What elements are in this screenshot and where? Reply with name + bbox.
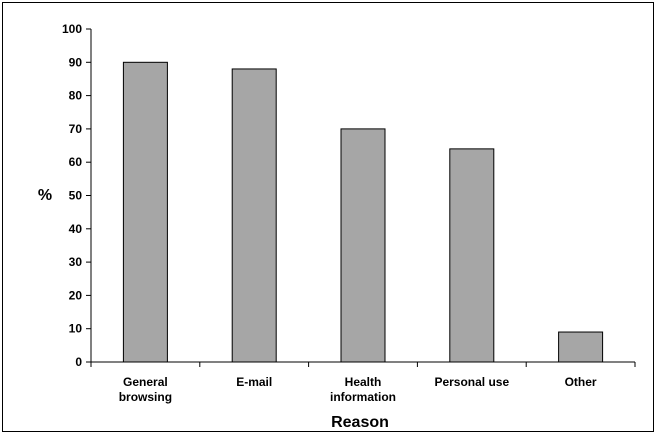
y-tick-label: 0 <box>75 355 82 369</box>
bar <box>558 331 604 363</box>
y-tick-label: 10 <box>69 322 83 336</box>
bars <box>122 61 604 363</box>
y-tick-label: 50 <box>69 189 83 203</box>
y-tick-label: 60 <box>69 155 83 169</box>
bar <box>231 68 277 363</box>
bar <box>122 61 168 363</box>
y-tick-label: 100 <box>62 22 82 36</box>
y-tick-label: 40 <box>69 222 83 236</box>
y-tick-label: 90 <box>69 55 83 69</box>
y-tick-label: 70 <box>69 122 83 136</box>
bar <box>340 128 386 363</box>
y-tick-label: 20 <box>69 288 83 302</box>
x-tick-label: Other <box>565 375 597 389</box>
x-tick-label: Personal use <box>434 375 509 389</box>
y-axis-ticks: 0 10 20 30 40 50 60 70 80 90 100 <box>62 22 91 369</box>
bar-chart: 0 10 20 30 40 50 60 70 80 90 100 General browsing E-… <box>38 22 636 431</box>
bar <box>449 148 495 363</box>
y-tick-label: 80 <box>69 89 83 103</box>
x-tick-label: E-mail <box>236 375 272 389</box>
x-tick-label: General browsing <box>119 375 172 404</box>
y-tick-label: 30 <box>69 255 83 269</box>
y-axis-title: % <box>38 187 52 204</box>
x-axis-ticks: General browsing E-mail Health information Pe… <box>90 362 636 404</box>
x-axis-title: Reason <box>331 414 389 431</box>
x-tick-label: Health information <box>330 375 396 404</box>
